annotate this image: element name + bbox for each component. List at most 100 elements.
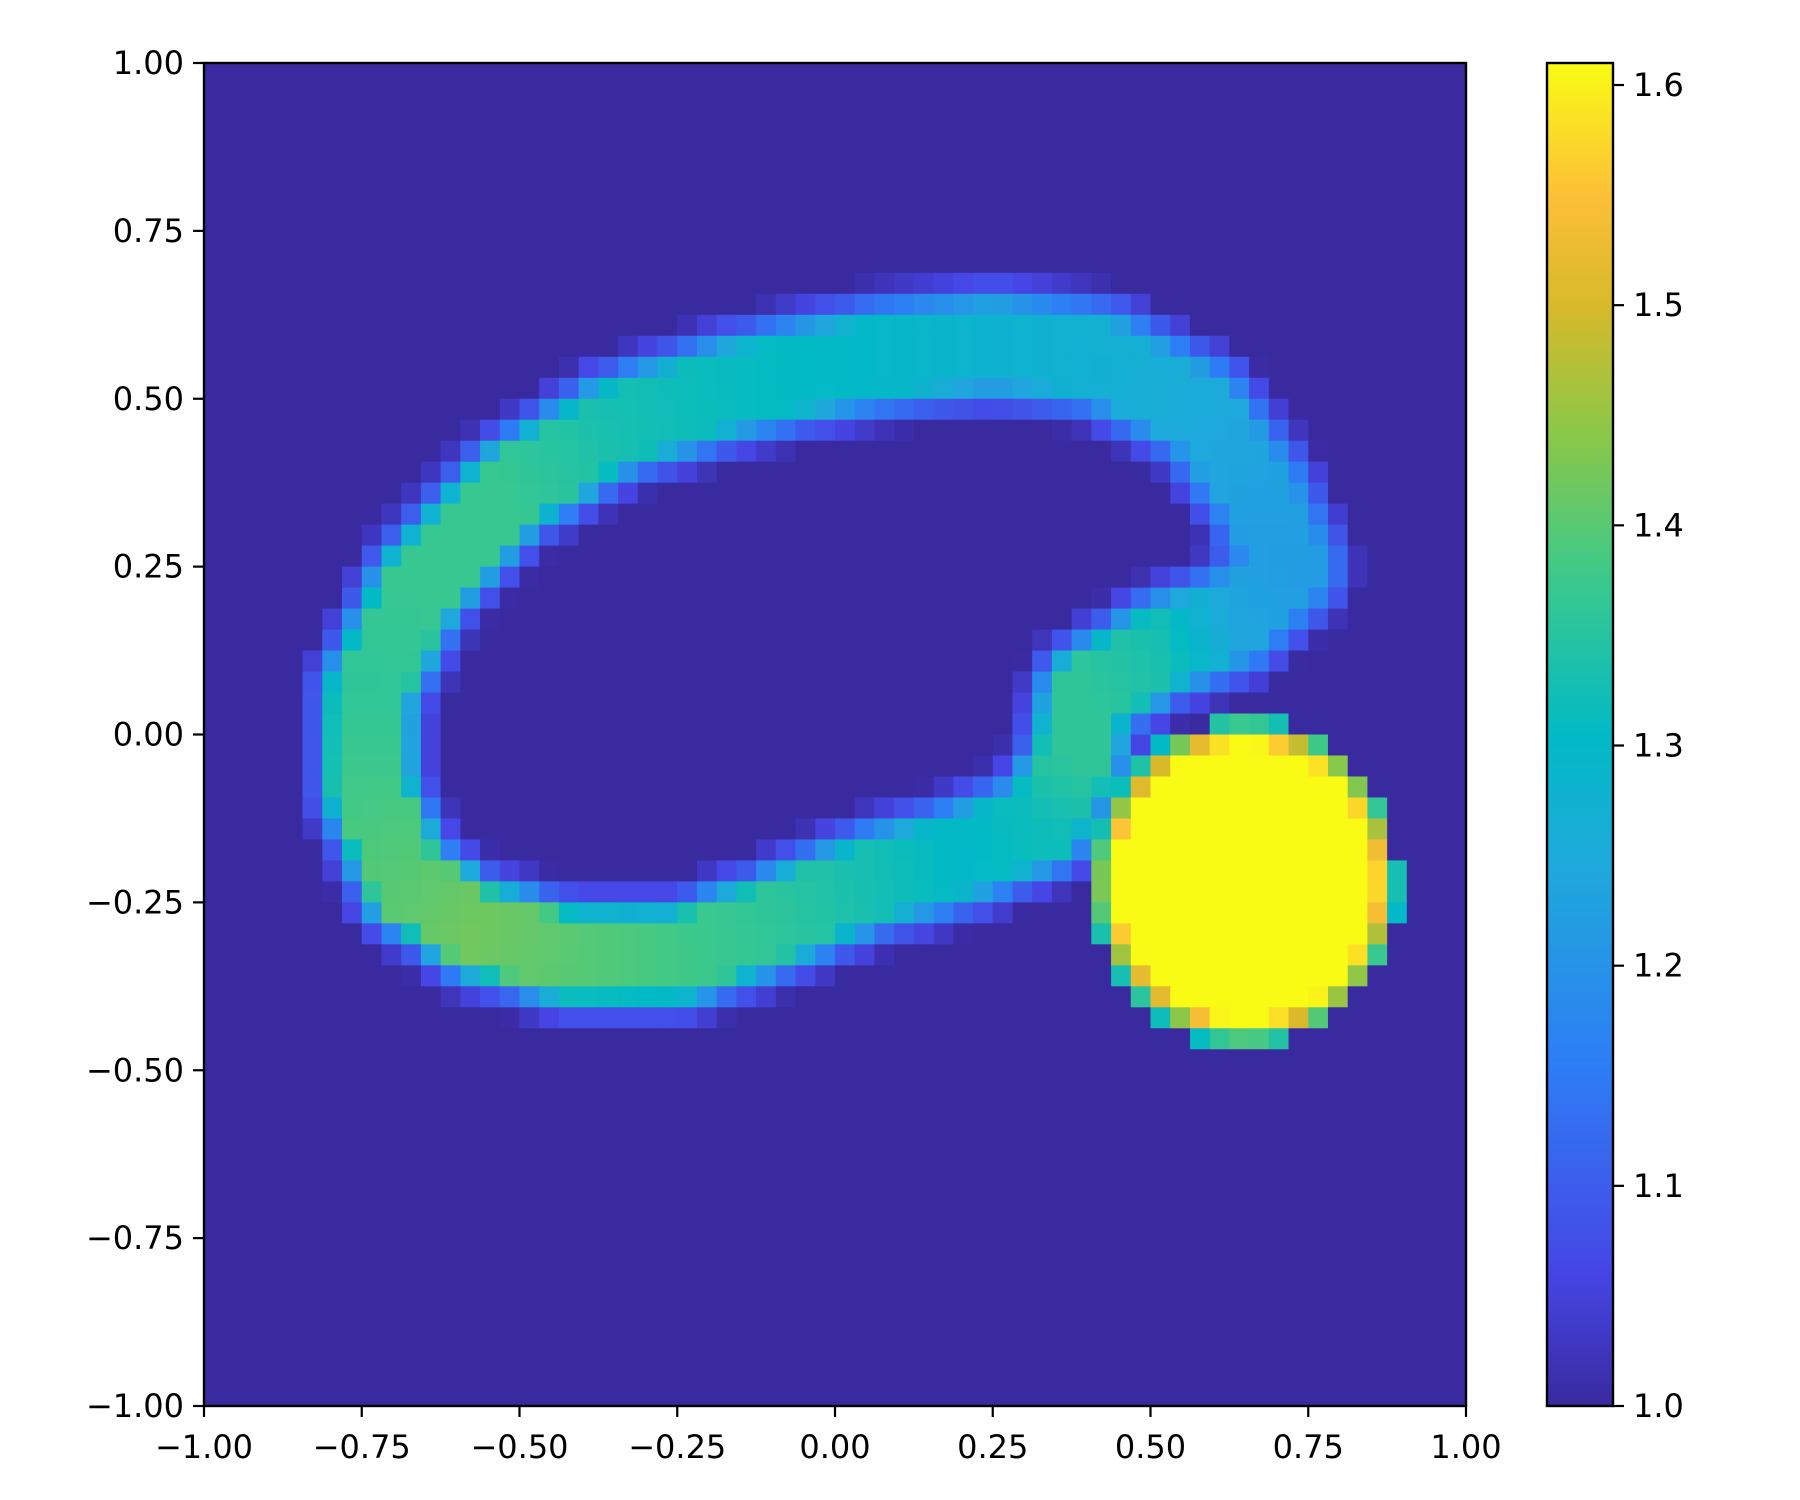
- heatmap-cell: [1426, 272, 1447, 295]
- heatmap-cell: [1268, 566, 1290, 589]
- heatmap-cell: [519, 1133, 540, 1155]
- heatmap-cell: [558, 1133, 580, 1155]
- heatmap-cell: [973, 209, 994, 232]
- heatmap-cell: [420, 440, 442, 463]
- heatmap-cell: [1189, 419, 1211, 442]
- heatmap-cell: [1446, 1070, 1467, 1092]
- heatmap-cell: [854, 188, 876, 211]
- heatmap-cell: [401, 1217, 422, 1239]
- heatmap-cell: [775, 881, 797, 903]
- heatmap-cell: [933, 713, 954, 736]
- heatmap-cell: [1308, 1175, 1329, 1197]
- heatmap-cell: [361, 482, 383, 505]
- heatmap-cell: [716, 671, 738, 694]
- heatmap-cell: [1387, 692, 1408, 715]
- heatmap-cell: [499, 461, 521, 484]
- heatmap-cell: [480, 230, 501, 253]
- heatmap-cell: [696, 734, 718, 757]
- heatmap-cell: [1229, 230, 1250, 253]
- heatmap-cell: [637, 881, 659, 903]
- heatmap-cell: [933, 1007, 954, 1029]
- heatmap-cell: [1406, 251, 1428, 274]
- heatmap-cell: [854, 1007, 876, 1029]
- heatmap-cell: [815, 545, 836, 568]
- heatmap-cell: [381, 671, 402, 694]
- heatmap-cell: [1426, 335, 1447, 358]
- heatmap-cell: [1209, 965, 1230, 987]
- heatmap-cell: [1091, 188, 1112, 211]
- heatmap-cell: [756, 125, 777, 148]
- heatmap-cell: [401, 293, 422, 316]
- heatmap-cell: [992, 566, 1014, 589]
- heatmap-cell: [361, 839, 383, 861]
- heatmap-cell: [736, 965, 757, 987]
- heatmap-cell: [736, 1154, 757, 1176]
- heatmap-cell: [539, 272, 560, 295]
- heatmap-cell: [933, 1175, 954, 1197]
- heatmap-cell: [1071, 650, 1092, 673]
- heatmap-cell: [342, 188, 363, 211]
- heatmap-cell: [223, 1217, 245, 1239]
- heatmap-cell: [637, 713, 659, 736]
- heatmap-cell: [204, 293, 225, 316]
- heatmap-cell: [1327, 923, 1349, 945]
- heatmap-cell: [539, 797, 560, 820]
- heatmap-cell: [1229, 1049, 1250, 1071]
- heatmap-cell: [716, 293, 738, 316]
- heatmap-cell: [756, 1259, 777, 1281]
- heatmap-cell: [1150, 63, 1171, 85]
- heatmap-cell: [1249, 713, 1270, 736]
- heatmap-cell: [1091, 1322, 1112, 1344]
- heatmap-cell: [401, 272, 422, 295]
- heatmap-cell: [1150, 230, 1171, 253]
- heatmap-cell: [381, 1007, 402, 1029]
- heatmap-cell: [558, 482, 580, 505]
- heatmap-cell: [1189, 1007, 1211, 1029]
- heatmap-cell: [361, 755, 383, 778]
- heatmap-cell: [775, 1238, 797, 1260]
- heatmap-cell: [1387, 524, 1408, 547]
- heatmap-cell: [933, 545, 954, 568]
- heatmap-cell: [243, 146, 264, 169]
- heatmap-cell: [322, 293, 343, 316]
- heatmap-cell: [480, 1091, 501, 1113]
- heatmap-cell: [795, 545, 816, 568]
- heatmap-cell: [992, 167, 1014, 190]
- heatmap-cell: [933, 1112, 954, 1134]
- heatmap-cell: [1111, 398, 1132, 421]
- heatmap-cell: [223, 503, 245, 526]
- heatmap-cell: [657, 377, 678, 400]
- heatmap-cell: [460, 1196, 481, 1218]
- heatmap-cell: [1111, 461, 1132, 484]
- heatmap-cell: [440, 1301, 461, 1323]
- heatmap-cell: [1367, 587, 1388, 610]
- heatmap-cell: [1426, 944, 1447, 966]
- heatmap-cell: [460, 167, 481, 190]
- heatmap-cell: [835, 209, 856, 232]
- heatmap-cell: [1426, 104, 1447, 127]
- heatmap-cell: [835, 314, 856, 337]
- heatmap-cell: [874, 923, 895, 945]
- heatmap-cell: [677, 377, 698, 400]
- heatmap-cell: [1426, 419, 1447, 442]
- heatmap-cell: [480, 692, 501, 715]
- heatmap-cell: [1249, 986, 1270, 1008]
- heatmap-cell: [933, 461, 954, 484]
- heatmap-cell: [953, 713, 974, 736]
- heatmap-cell: [1268, 1385, 1290, 1407]
- heatmap-cell: [756, 503, 777, 526]
- heatmap-cell: [1268, 461, 1290, 484]
- heatmap-cell: [1170, 63, 1191, 85]
- heatmap-cell: [736, 188, 757, 211]
- heatmap-cell: [815, 1385, 836, 1407]
- heatmap-cell: [1387, 1385, 1408, 1407]
- heatmap-cell: [420, 692, 442, 715]
- heatmap-cell: [637, 1175, 659, 1197]
- heatmap-cell: [1051, 839, 1073, 861]
- heatmap-cell: [1406, 314, 1428, 337]
- heatmap-cell: [696, 587, 718, 610]
- heatmap-cell: [539, 566, 560, 589]
- heatmap-cell: [1308, 1259, 1329, 1281]
- heatmap-cell: [953, 755, 974, 778]
- heatmap-cell: [1249, 797, 1270, 820]
